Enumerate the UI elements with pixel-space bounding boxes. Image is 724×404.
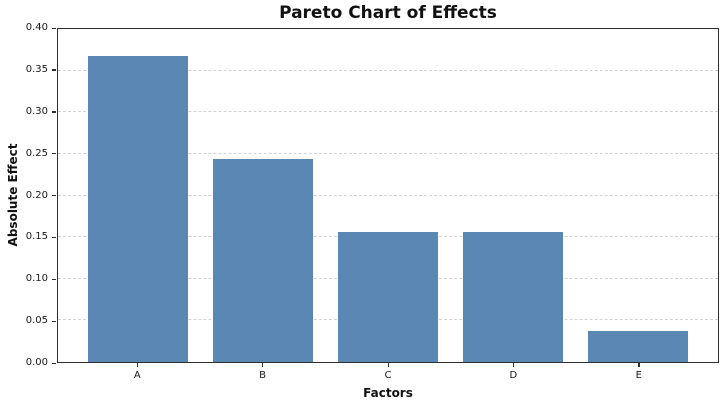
y-tick-mark — [52, 236, 56, 239]
y-tick-mark — [52, 362, 56, 364]
y-tick-label: 0.10 — [25, 273, 48, 285]
bar-D — [463, 232, 563, 362]
plot-area — [57, 28, 719, 363]
y-tick-mark — [52, 320, 56, 322]
gridline-0.25 — [58, 152, 718, 154]
gridline-0.35 — [58, 69, 718, 71]
bar-B — [213, 158, 313, 362]
x-tick-mark — [136, 363, 139, 367]
y-tick-label: 0.30 — [25, 105, 48, 117]
y-tick-mark — [52, 153, 56, 155]
bar-E — [587, 331, 688, 362]
y-tick-mark — [52, 27, 56, 29]
x-tick-label-E: E — [635, 370, 642, 381]
y-tick-mark — [52, 195, 56, 197]
x-tick-label-D: D — [509, 370, 518, 381]
x-tick-label-C: C — [384, 370, 392, 381]
x-tick-mark — [387, 363, 389, 367]
x-axis-label: Factors — [363, 386, 413, 400]
y-tick-label: 0.25 — [25, 147, 48, 159]
bar-A — [88, 55, 188, 362]
x-tick-label-B: B — [259, 370, 267, 381]
x-tick-label-A: A — [133, 370, 141, 381]
x-tick-mark — [512, 363, 515, 367]
y-tick-label: 0.35 — [25, 63, 48, 75]
x-tick-mark — [262, 363, 264, 367]
y-tick-label: 0.05 — [25, 315, 48, 327]
gridline-0.20 — [58, 194, 718, 196]
chart-title: Pareto Chart of Effects — [279, 3, 497, 23]
x-tick-mark — [638, 363, 640, 367]
y-tick-label: 0.15 — [25, 231, 48, 243]
y-tick-mark — [52, 111, 56, 113]
gridline-0.30 — [58, 111, 718, 113]
y-tick-mark — [52, 278, 56, 281]
y-tick-label: 0.20 — [25, 189, 48, 201]
bar-C — [338, 232, 438, 362]
y-tick-label: 0.40 — [25, 22, 48, 33]
y-tick-mark — [52, 69, 56, 71]
y-tick-label: 0.00 — [25, 357, 48, 368]
